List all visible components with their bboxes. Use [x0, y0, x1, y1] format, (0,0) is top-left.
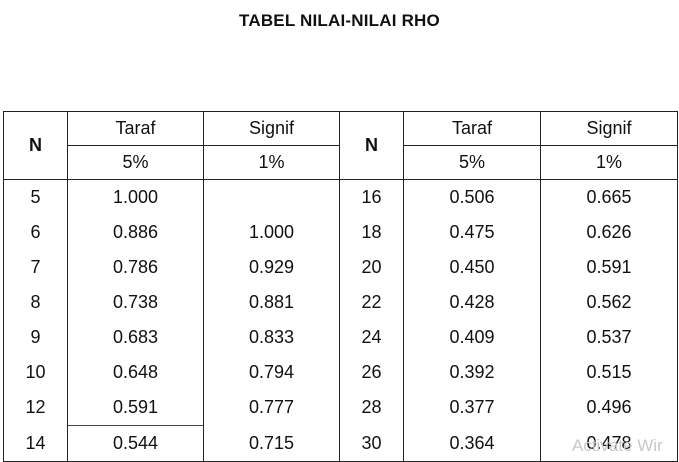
header-signif-right: Signif: [540, 111, 678, 146]
cell-5pct-left: 1.000: [67, 179, 204, 215]
cell-5pct-right: 0.409: [403, 320, 541, 355]
cell-1pct-right: 0.665: [540, 179, 678, 215]
cell-5pct-left: 0.544: [67, 425, 204, 462]
cell-n-left: 5: [3, 179, 68, 215]
cell-1pct-left: [203, 179, 340, 215]
cell-1pct-right: 0.537: [540, 320, 678, 355]
cell-n-left: 10: [3, 355, 68, 390]
cell-5pct-left: 0.786: [67, 250, 204, 285]
cell-n-right: 16: [339, 179, 404, 215]
cell-5pct-right: 0.450: [403, 250, 541, 285]
table-row: 10 0.648 0.794 26 0.392 0.515: [3, 355, 678, 390]
page-title: TABEL NILAI-NILAI RHO: [239, 11, 440, 30]
cell-n-right: 30: [339, 425, 404, 462]
header-signif-left: Signif: [203, 111, 340, 146]
cell-n-right: 20: [339, 250, 404, 285]
header-n-left: N: [3, 111, 68, 180]
header-taraf-left: Taraf: [67, 111, 204, 146]
header-1pct-left: 1%: [203, 145, 340, 180]
header-5pct-right: 5%: [403, 145, 541, 180]
cell-5pct-left: 0.738: [67, 285, 204, 320]
cell-1pct-left: 0.777: [203, 390, 340, 426]
cell-1pct-right: 0.515: [540, 355, 678, 390]
cell-1pct-left: 0.715: [203, 425, 340, 462]
cell-n-right: 24: [339, 320, 404, 355]
table-row: 14 0.544 0.715 30 0.364 0.478: [3, 425, 678, 462]
cell-n-left: 14: [3, 425, 68, 462]
cell-n-right: 26: [339, 355, 404, 390]
header-5pct-left: 5%: [67, 145, 204, 180]
cell-5pct-left: 0.683: [67, 320, 204, 355]
cell-n-right: 18: [339, 215, 404, 250]
table-row: 12 0.591 0.777 28 0.377 0.496: [3, 390, 678, 426]
cell-1pct-right: 0.591: [540, 250, 678, 285]
cell-5pct-right: 0.428: [403, 285, 541, 320]
cell-1pct-left: 0.794: [203, 355, 340, 390]
cell-1pct-left: 1.000: [203, 215, 340, 250]
cell-1pct-right: 0.626: [540, 215, 678, 250]
activate-windows-watermark: Activate Wir: [572, 436, 663, 455]
cell-1pct-right: 0.562: [540, 285, 678, 320]
table-row: 7 0.786 0.929 20 0.450 0.591: [3, 250, 678, 285]
table-row: 8 0.738 0.881 22 0.428 0.562: [3, 285, 678, 320]
cell-n-left: 7: [3, 250, 68, 285]
cell-5pct-right: 0.377: [403, 390, 541, 426]
cell-5pct-right: 0.392: [403, 355, 541, 390]
cell-5pct-right: 0.364: [403, 425, 541, 462]
cell-1pct-left: 0.929: [203, 250, 340, 285]
cell-n-left: 12: [3, 390, 68, 426]
cell-n-left: 6: [3, 215, 68, 250]
header-n-right: N: [339, 111, 404, 180]
cell-1pct-right: 0.496: [540, 390, 678, 426]
rho-table: N Taraf Signif N Taraf Signif 5% 1% 5% 1…: [3, 111, 678, 462]
cell-1pct-left: 0.881: [203, 285, 340, 320]
cell-n-left: 9: [3, 320, 68, 355]
cell-n-left: 8: [3, 285, 68, 320]
header-taraf-right: Taraf: [403, 111, 541, 146]
cell-5pct-left: 0.648: [67, 355, 204, 390]
cell-1pct-left: 0.833: [203, 320, 340, 355]
cell-n-right: 22: [339, 285, 404, 320]
cell-n-right: 28: [339, 390, 404, 426]
header-1pct-right: 1%: [540, 145, 678, 180]
table-row: 5 1.000 16 0.506 0.665: [3, 179, 678, 215]
cell-1pct-right: 0.478: [540, 425, 678, 462]
table-row: 6 0.886 1.000 18 0.475 0.626: [3, 215, 678, 250]
cell-5pct-right: 0.506: [403, 179, 541, 215]
cell-5pct-left: 0.886: [67, 215, 204, 250]
cell-5pct-left: 0.591: [67, 390, 204, 426]
table-row: 9 0.683 0.833 24 0.409 0.537: [3, 320, 678, 355]
cell-5pct-right: 0.475: [403, 215, 541, 250]
